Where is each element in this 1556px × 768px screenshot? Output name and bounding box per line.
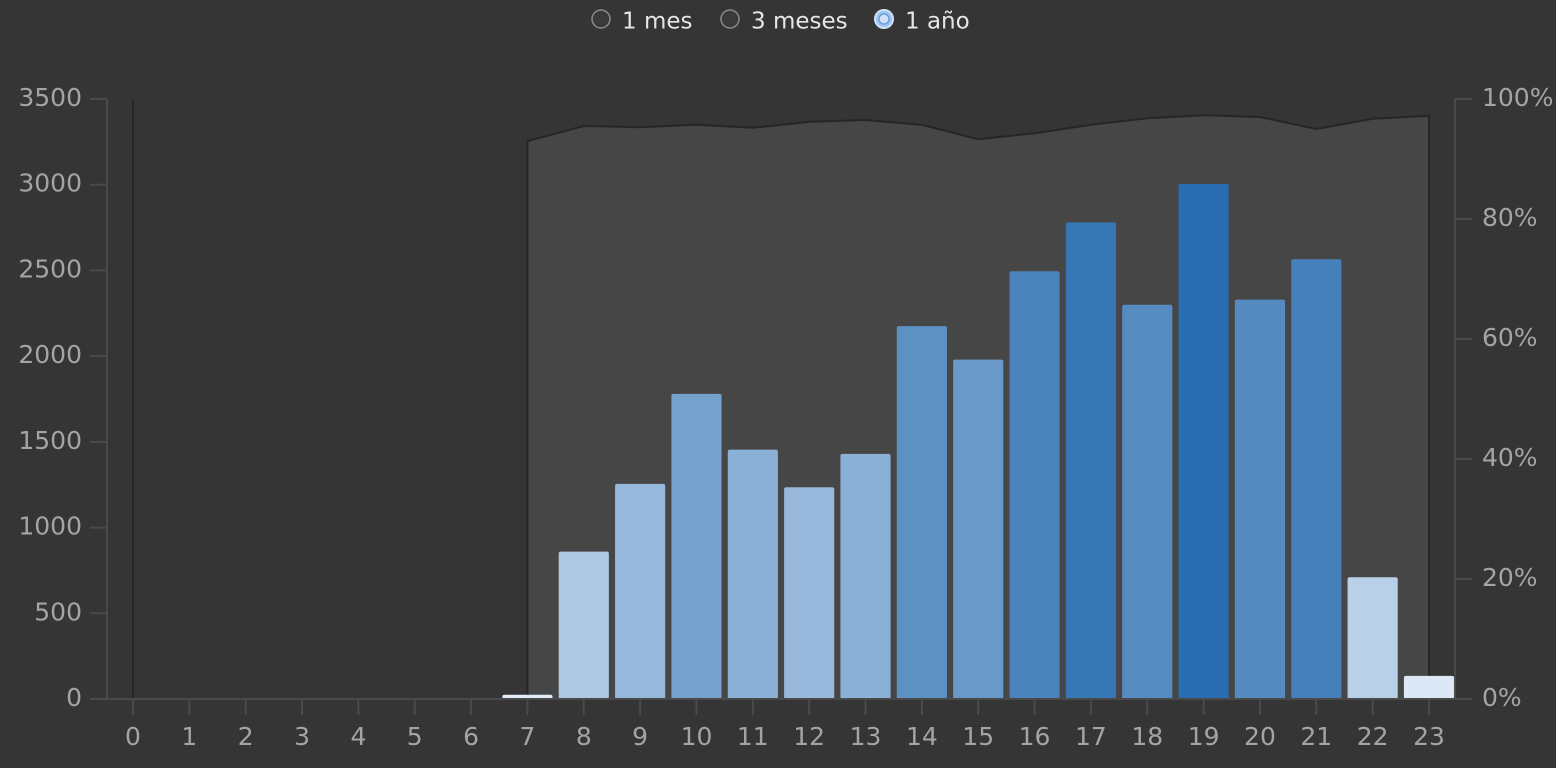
x-tick-label: 20 [1244, 722, 1276, 751]
x-tick-label: 16 [1019, 722, 1051, 751]
x-tick-label: 14 [906, 722, 938, 751]
bar [502, 694, 553, 699]
y-tick-label: 1500 [18, 426, 82, 455]
bar [727, 449, 778, 699]
bar [896, 326, 947, 699]
bar [1347, 577, 1398, 699]
y-tick-label: 3500 [18, 83, 82, 112]
bar [784, 487, 835, 699]
x-tick-label: 21 [1300, 722, 1332, 751]
bar [1291, 259, 1342, 699]
bar [953, 359, 1004, 699]
bar [671, 393, 722, 699]
y2-tick-label: 20% [1482, 563, 1538, 592]
bar [1234, 299, 1286, 699]
x-tick-label: 4 [350, 722, 366, 751]
radio-dot [878, 13, 890, 25]
x-tick-label: 9 [632, 722, 648, 751]
x-tick-label: 0 [125, 722, 141, 751]
bar [558, 551, 609, 699]
x-tick-label: 6 [463, 722, 479, 751]
y-tick-label: 500 [34, 597, 82, 626]
y-tick-label: 0 [66, 683, 82, 712]
y2-tick-label: 80% [1482, 203, 1538, 232]
radio-label[interactable]: 1 año [905, 9, 970, 35]
x-tick-label: 10 [681, 722, 713, 751]
bar [1009, 271, 1060, 699]
x-tick-label: 15 [962, 722, 994, 751]
bar [1065, 222, 1116, 699]
bar [840, 453, 891, 699]
x-tick-label: 12 [793, 722, 825, 751]
x-tick-label: 5 [407, 722, 423, 751]
x-tick-label: 19 [1188, 722, 1220, 751]
y2-tick-label: 100% [1482, 83, 1553, 112]
x-tick-label: 17 [1075, 722, 1107, 751]
y2-tick-label: 0% [1482, 683, 1522, 712]
y-tick-label: 2000 [18, 340, 82, 369]
x-tick-label: 2 [238, 722, 254, 751]
x-tick-label: 23 [1413, 722, 1445, 751]
x-tick-label: 1 [181, 722, 197, 751]
y-tick-label: 1000 [18, 512, 82, 541]
y-tick-label: 3000 [18, 169, 82, 198]
bar [615, 483, 666, 699]
y-tick-label: 2500 [18, 254, 82, 283]
y2-tick-label: 40% [1482, 443, 1538, 472]
bar [1178, 183, 1229, 699]
y2-tick-label: 60% [1482, 323, 1538, 352]
x-tick-label: 18 [1131, 722, 1163, 751]
radio-button[interactable] [720, 9, 740, 29]
x-tick-label: 8 [576, 722, 592, 751]
bar [1122, 304, 1173, 699]
radio-button[interactable] [591, 9, 611, 29]
x-tick-label: 11 [737, 722, 769, 751]
x-tick-label: 13 [850, 722, 882, 751]
radio-label[interactable]: 3 meses [751, 9, 848, 35]
x-tick-label: 7 [519, 722, 535, 751]
bar [1403, 675, 1455, 699]
radio-label[interactable]: 1 mes [622, 9, 692, 35]
x-tick-label: 3 [294, 722, 310, 751]
x-tick-label: 22 [1357, 722, 1389, 751]
